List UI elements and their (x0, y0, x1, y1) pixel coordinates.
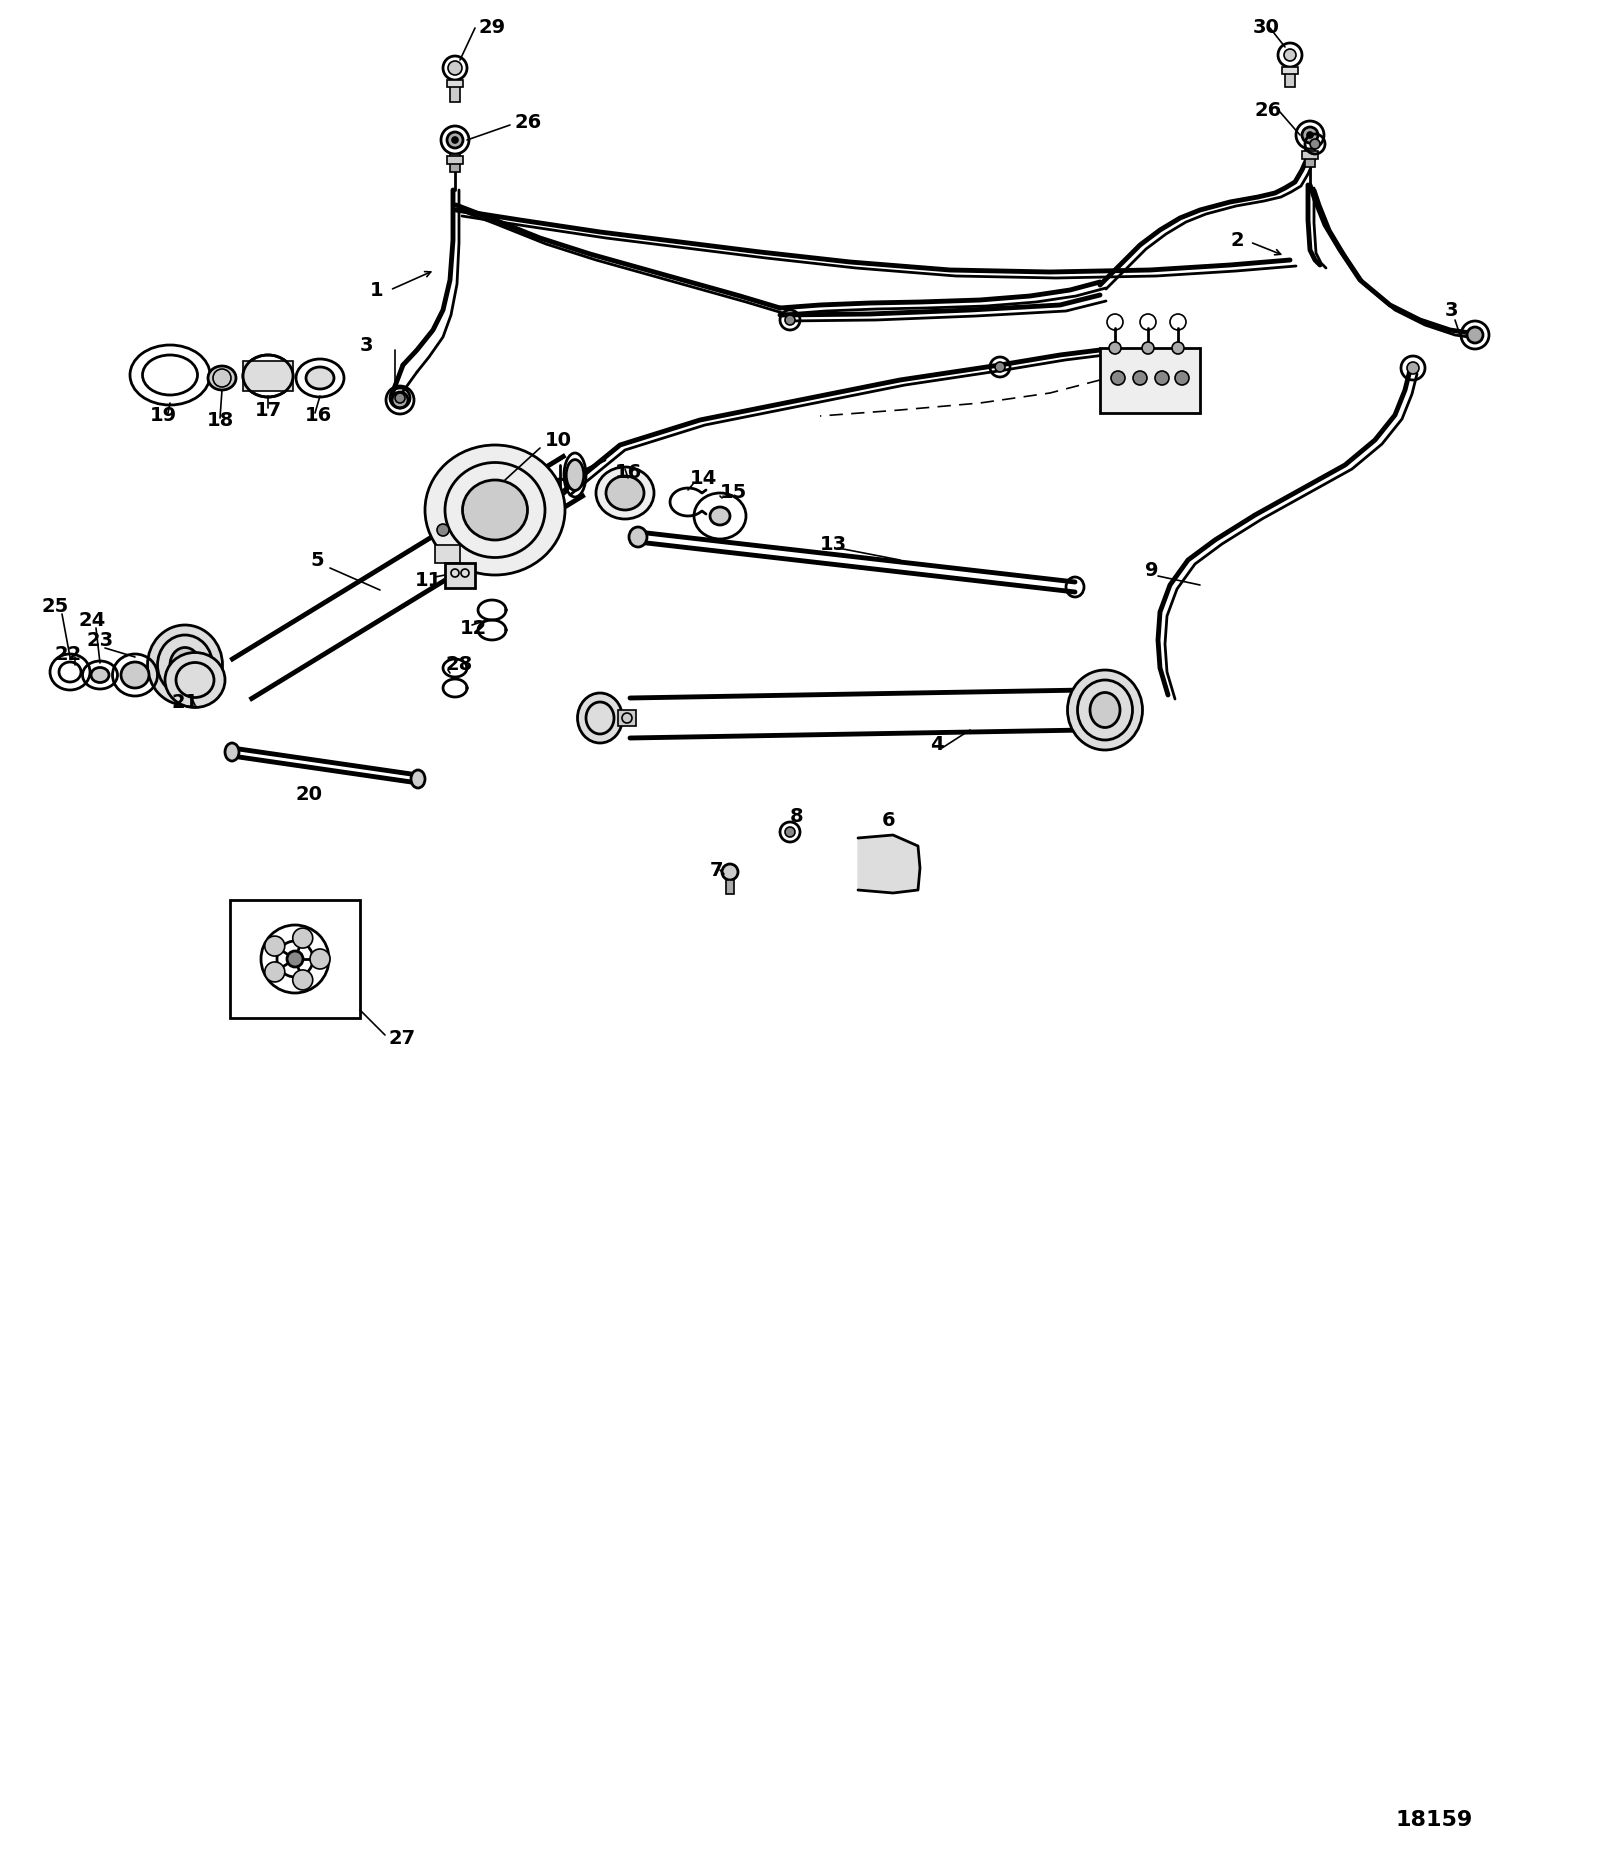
Ellipse shape (147, 624, 222, 704)
Bar (446, 156, 462, 165)
Text: 19: 19 (150, 406, 178, 424)
Text: 14: 14 (690, 469, 717, 487)
Ellipse shape (91, 667, 109, 682)
Bar (1302, 150, 1318, 159)
Ellipse shape (426, 445, 565, 574)
Text: 13: 13 (819, 536, 846, 554)
Text: 11: 11 (414, 571, 442, 589)
Text: 17: 17 (254, 400, 282, 419)
Ellipse shape (253, 363, 285, 389)
Ellipse shape (122, 662, 149, 687)
Circle shape (1283, 48, 1296, 61)
Bar (1306, 148, 1315, 167)
Text: 23: 23 (86, 630, 114, 650)
Bar (1285, 67, 1294, 87)
Bar (243, 361, 293, 391)
Text: 2: 2 (1230, 230, 1243, 250)
Bar (1282, 67, 1298, 74)
Circle shape (286, 951, 302, 967)
Text: 25: 25 (42, 597, 69, 617)
Text: 24: 24 (78, 610, 106, 630)
Circle shape (448, 61, 462, 74)
Circle shape (1109, 343, 1122, 354)
Text: 5: 5 (310, 550, 323, 569)
Text: 15: 15 (720, 482, 747, 502)
Circle shape (1467, 326, 1483, 343)
Circle shape (395, 393, 405, 402)
Ellipse shape (411, 771, 426, 788)
Text: 6: 6 (882, 810, 896, 830)
Text: 28: 28 (445, 656, 472, 674)
Text: 8: 8 (790, 806, 803, 825)
Text: 3: 3 (360, 335, 373, 354)
Ellipse shape (629, 526, 646, 547)
Ellipse shape (1067, 671, 1142, 750)
Ellipse shape (578, 693, 622, 743)
Circle shape (1307, 132, 1314, 137)
Bar (450, 80, 461, 102)
Text: 16: 16 (306, 406, 333, 424)
Circle shape (264, 962, 285, 982)
Circle shape (1155, 371, 1170, 385)
Text: 9: 9 (1146, 560, 1158, 580)
Circle shape (1174, 371, 1189, 385)
Circle shape (446, 132, 462, 148)
Text: 29: 29 (478, 17, 506, 37)
Text: 26: 26 (1254, 100, 1282, 119)
Circle shape (995, 361, 1005, 372)
Circle shape (293, 969, 312, 990)
Bar (446, 80, 462, 87)
Text: 26: 26 (514, 113, 541, 132)
Ellipse shape (170, 647, 200, 682)
Bar (726, 880, 734, 893)
Circle shape (1406, 361, 1419, 374)
Bar (230, 901, 360, 1017)
Text: 1: 1 (370, 280, 384, 300)
Text: 20: 20 (294, 786, 322, 804)
Ellipse shape (462, 480, 528, 539)
Circle shape (264, 936, 285, 956)
Text: 7: 7 (710, 860, 723, 880)
Circle shape (437, 524, 450, 536)
Ellipse shape (165, 652, 226, 708)
Bar (435, 545, 461, 563)
Circle shape (786, 826, 795, 838)
Text: 18: 18 (206, 411, 234, 430)
Circle shape (1110, 371, 1125, 385)
Ellipse shape (1090, 693, 1120, 728)
Circle shape (310, 949, 330, 969)
Ellipse shape (710, 508, 730, 524)
Ellipse shape (597, 467, 654, 519)
Ellipse shape (306, 367, 334, 389)
Circle shape (1302, 128, 1318, 143)
Ellipse shape (606, 476, 645, 510)
Bar (618, 710, 637, 726)
Bar (450, 154, 461, 172)
Text: 4: 4 (930, 736, 944, 754)
Text: 27: 27 (389, 1028, 414, 1047)
Circle shape (392, 393, 408, 408)
Ellipse shape (566, 460, 584, 491)
Text: 10: 10 (546, 430, 573, 450)
Text: 30: 30 (1253, 17, 1280, 37)
Circle shape (786, 315, 795, 324)
Bar (445, 563, 475, 587)
Circle shape (1133, 371, 1147, 385)
Text: 22: 22 (54, 645, 82, 665)
Ellipse shape (226, 743, 238, 762)
Text: 21: 21 (171, 693, 198, 712)
Text: 16: 16 (614, 463, 642, 482)
Text: 3: 3 (1445, 300, 1459, 319)
Ellipse shape (208, 367, 237, 389)
Circle shape (1142, 343, 1154, 354)
Text: 12: 12 (461, 619, 488, 637)
Circle shape (1310, 139, 1320, 148)
Bar (1101, 348, 1200, 413)
Circle shape (722, 863, 738, 880)
Text: 18159: 18159 (1395, 1810, 1472, 1831)
Circle shape (1171, 343, 1184, 354)
Circle shape (453, 137, 458, 143)
Circle shape (293, 928, 312, 949)
Polygon shape (858, 836, 920, 893)
